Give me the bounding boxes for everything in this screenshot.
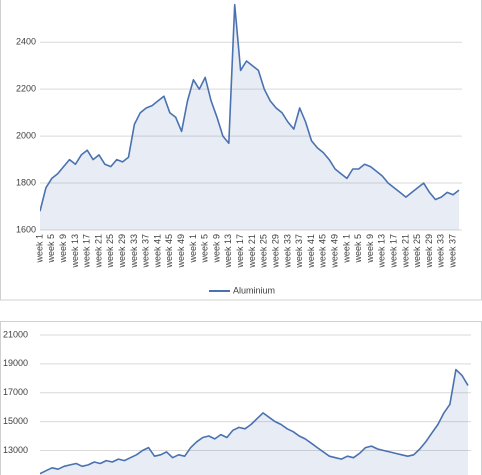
- x-tick-label: week 13: [377, 234, 387, 269]
- area: [40, 4, 459, 231]
- line: [40, 368, 469, 475]
- x-tick-label: week 37: [294, 234, 304, 269]
- y-tick-label: 2200: [16, 84, 36, 94]
- legend-label: Aluminium: [233, 285, 275, 295]
- chart-frame: [0, 321, 482, 475]
- chart-frame: [0, 0, 482, 301]
- x-tick-label: week 25: [259, 234, 269, 269]
- x-tick-label: week 25: [412, 234, 422, 269]
- x-tick-label: week 33: [129, 234, 139, 269]
- x-tick-label: week 41: [152, 234, 162, 269]
- x-tick-label: week 9: [365, 234, 375, 264]
- y-tick-label: 21000: [3, 329, 28, 339]
- x-tick-label: week 1: [341, 234, 351, 264]
- x-tick-label: week 17: [82, 234, 92, 269]
- x-tick-label: week 5: [46, 234, 56, 264]
- y-tick-label: 1800: [16, 177, 36, 187]
- x-tick-label: week 17: [388, 234, 398, 269]
- x-tick-label: week 41: [306, 234, 316, 269]
- x-tick-label: week 9: [58, 234, 68, 264]
- y-tick-label: 17000: [3, 387, 28, 397]
- x-tick-label: week 5: [200, 234, 210, 264]
- x-tick-label: week 33: [282, 234, 292, 269]
- x-tick-label: week 49: [329, 234, 339, 269]
- x-tick-label: week 45: [318, 234, 328, 269]
- line: [40, 3, 460, 212]
- x-tick-label: week 21: [93, 234, 103, 269]
- x-tick-label: week 37: [447, 234, 457, 269]
- y-tick-label: 1600: [16, 224, 36, 234]
- x-tick-label: week 25: [105, 234, 115, 269]
- x-tick-label: week 45: [164, 234, 174, 269]
- plot-area: [40, 368, 469, 475]
- x-tick-label: week 37: [141, 234, 151, 269]
- x-tick-label: week 1: [34, 234, 44, 264]
- y-tick-label: 13000: [3, 445, 28, 455]
- y-tick-label: 15000: [3, 416, 28, 426]
- x-tick-label: week 17: [235, 234, 245, 269]
- x-tick-label: week 29: [270, 234, 280, 269]
- x-tick-label: week 21: [400, 234, 410, 269]
- plot-area: [40, 3, 460, 231]
- x-tick-label: week 49: [176, 234, 186, 269]
- y-tick-label: 2000: [16, 130, 36, 140]
- y-tick-label: 2400: [16, 37, 36, 47]
- x-tick-label: week 5: [353, 234, 363, 264]
- x-tick-label: week 1: [188, 234, 198, 264]
- x-tick-label: week 21: [247, 234, 257, 269]
- y-tick-label: 19000: [3, 358, 28, 368]
- x-tick-label: week 33: [436, 234, 446, 269]
- x-tick-label: week 13: [70, 234, 80, 269]
- x-tick-label: week 29: [117, 234, 127, 269]
- x-tick-label: week 29: [424, 234, 434, 269]
- x-tick-label: week 13: [223, 234, 233, 269]
- x-tick-label: week 9: [211, 234, 221, 264]
